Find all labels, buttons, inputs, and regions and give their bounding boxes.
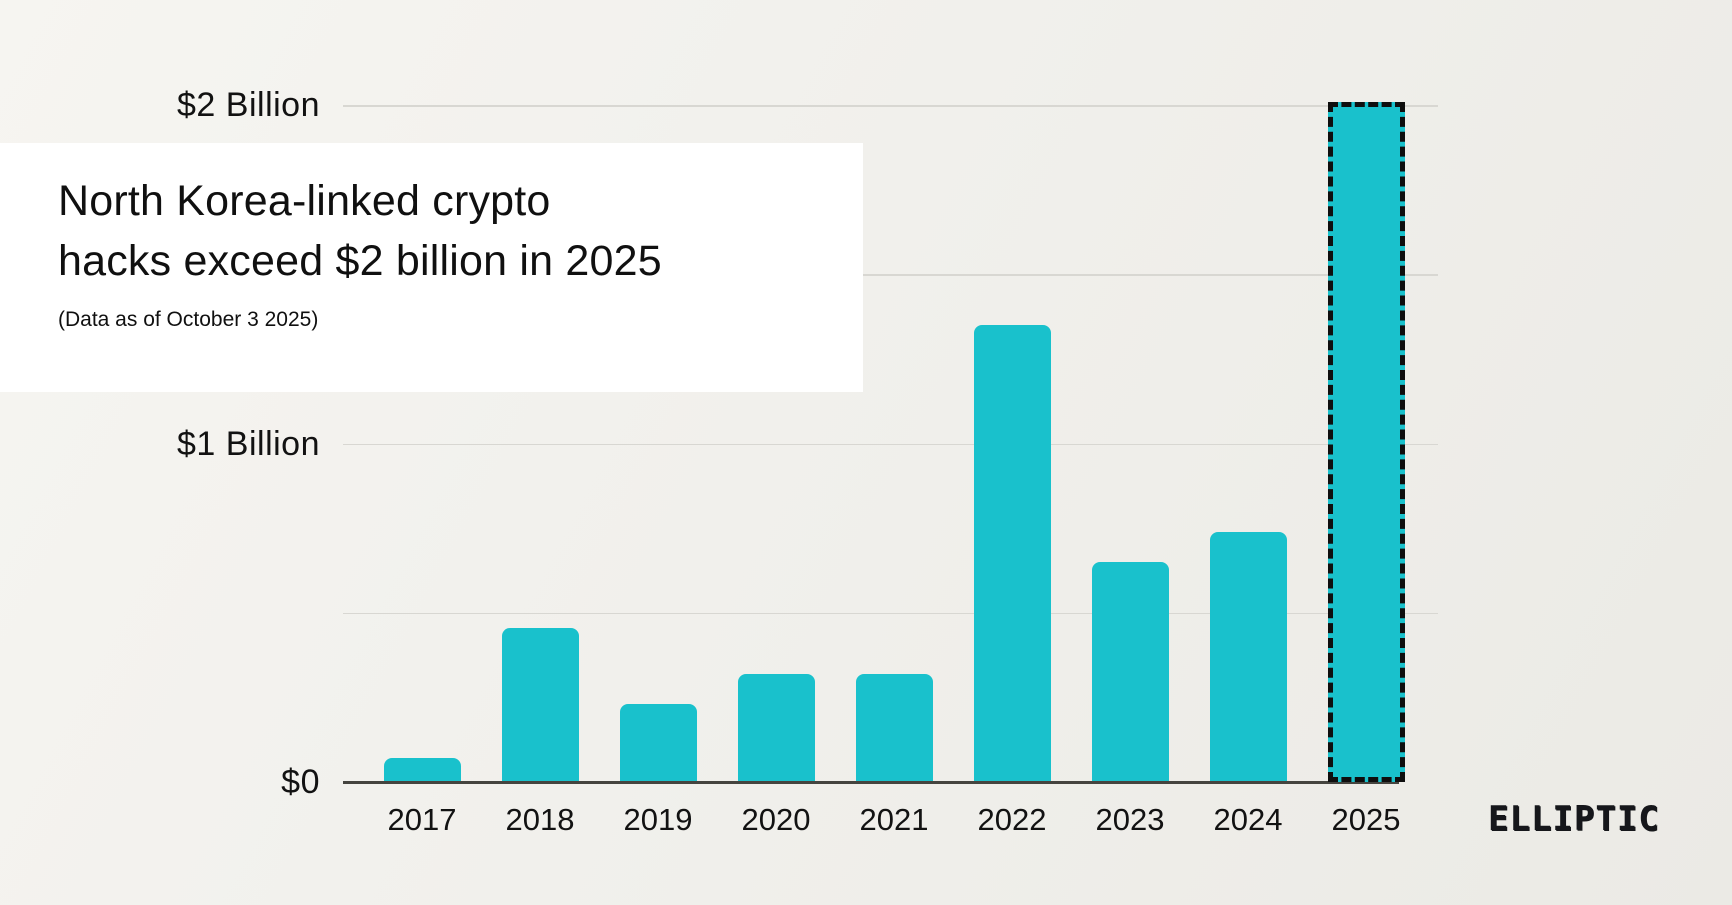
x-axis-label-2025: 2025: [1331, 802, 1401, 837]
elliptic-logo: ELLIPTIC: [1488, 799, 1660, 839]
chart-title-line1: North Korea-linked crypto: [58, 177, 551, 225]
x-axis-label-2021: 2021: [859, 802, 929, 837]
bar-2020: [737, 674, 815, 782]
bar-2025: [1327, 102, 1405, 782]
bar-2023: [1091, 562, 1169, 782]
y-axis-tick-label: $2 Billion: [177, 86, 320, 124]
x-axis-label-2022: 2022: [977, 802, 1047, 837]
gridline-1500: [343, 274, 1438, 276]
x-axis-label-2024: 2024: [1213, 802, 1283, 837]
x-axis-label-2020: 2020: [741, 802, 811, 837]
gridline-1000: [343, 443, 1438, 445]
bar-2018: [501, 628, 579, 782]
gridline-2000: [343, 105, 1438, 107]
x-axis-line: [343, 781, 1399, 784]
x-axis-label-2018: 2018: [505, 802, 575, 837]
x-axis-label-2019: 2019: [623, 802, 693, 837]
bar-2019: [619, 704, 697, 782]
gridline-500: [343, 612, 1438, 615]
bar-2017: [383, 758, 461, 782]
y-axis-tick-label: $0: [281, 763, 320, 801]
x-axis-label-2017: 2017: [387, 802, 457, 837]
title-card: North Korea-linked crypto hacks exceed $…: [0, 143, 863, 392]
chart-title: North Korea-linked crypto hacks exceed $…: [58, 171, 662, 291]
bar-2022: [973, 325, 1051, 782]
chart-subtitle: (Data as of October 3 2025): [58, 308, 319, 331]
bar-2024: [1209, 532, 1287, 782]
chart-title-line2: hacks exceed $2 billion in 2025: [58, 237, 662, 285]
bar-2021: [855, 674, 933, 782]
y-axis-tick-label: $1 Billion: [177, 424, 320, 463]
x-axis-label-2023: 2023: [1095, 802, 1165, 837]
